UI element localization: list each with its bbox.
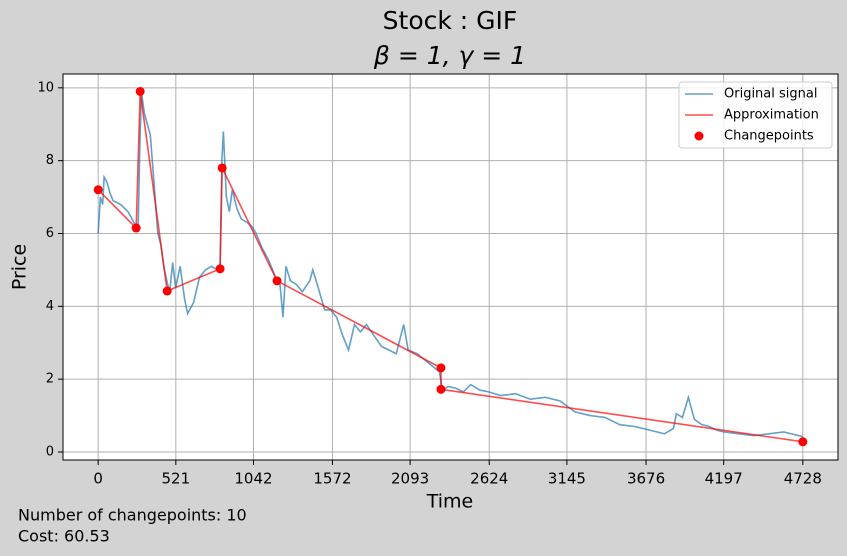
x-tick-label: 1572 <box>313 470 351 488</box>
y-axis-label: Price <box>9 244 31 290</box>
annotation: Number of changepoints: 10 <box>18 506 247 525</box>
x-tick-label: 2093 <box>391 470 429 488</box>
x-tick-label: 3676 <box>627 470 665 488</box>
y-tick-label: 0 <box>46 444 54 459</box>
changepoint <box>436 363 446 373</box>
y-tick-label: 8 <box>46 153 54 168</box>
legend-label: Original signal <box>724 87 817 102</box>
changepoint <box>272 276 282 286</box>
changepoint <box>798 437 808 447</box>
x-tick-label: 4197 <box>705 470 743 488</box>
legend: Original signal Approximation Changepoints <box>678 81 833 149</box>
chart-title: Stock : GIF <box>383 6 518 35</box>
annotation: Cost: 60.53 <box>18 527 110 546</box>
plot-frame <box>62 73 839 461</box>
y-tick-label: 10 <box>37 80 54 95</box>
changepoint <box>217 163 227 173</box>
changepoint <box>131 223 141 233</box>
changepoint <box>215 264 225 274</box>
x-tick-label: 2624 <box>470 470 508 488</box>
changepoint <box>162 286 172 296</box>
x-tick-label: 4728 <box>784 470 822 488</box>
x-tick-label: 1042 <box>234 470 272 488</box>
x-tick-label: 521 <box>162 470 191 488</box>
y-tick-label: 2 <box>46 372 54 387</box>
y-tick-label: 6 <box>46 226 54 241</box>
legend-box <box>678 81 833 149</box>
changepoint <box>93 185 103 195</box>
chart-subtitle: β = 1, γ = 1 <box>373 41 526 70</box>
x-axis-label: Time <box>426 491 474 513</box>
legend-marker <box>694 131 704 141</box>
y-tick-label: 4 <box>46 299 54 314</box>
changepoint <box>135 86 145 96</box>
series-line <box>97 91 803 443</box>
x-tick-label: 3145 <box>548 470 586 488</box>
legend-label: Approximation <box>724 108 819 123</box>
x-tick-label: 0 <box>93 470 103 488</box>
changepoint <box>436 384 446 394</box>
legend-label: Changepoints <box>724 129 814 144</box>
